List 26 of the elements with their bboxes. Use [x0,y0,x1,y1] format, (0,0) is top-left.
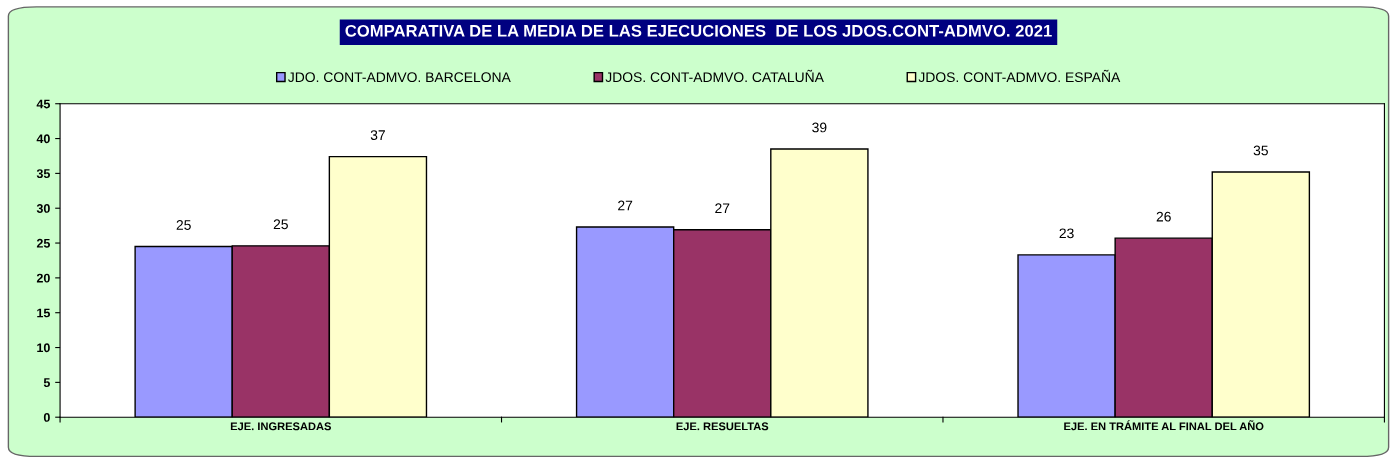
data-label: 35 [1253,145,1268,156]
data-label: 39 [812,122,827,133]
legend-label: JDOS. CONT-ADMVO. ESPAÑA [918,69,1121,83]
data-label: 25 [273,219,288,230]
y-tick-label: 25 [36,238,50,248]
y-tick-label: 30 [36,204,50,213]
data-label: 37 [370,130,385,141]
y-tick-label: 0 [43,413,50,422]
y-tick-label: 20 [36,273,50,283]
data-label: 26 [1156,211,1171,222]
legend-label: JDO. CONT-ADMVO. BARCELONA [288,72,511,83]
x-tick-label: EJE. EN TRÁMITE AL FINAL DEL AÑO [1064,420,1264,431]
data-label: 27 [618,200,633,211]
data-label: 23 [1059,228,1074,239]
y-tick-label: 10 [37,343,50,353]
data-label: 25 [176,220,191,230]
y-tick-label: 15 [37,308,50,318]
legend-label: JDOS. CONT-ADMVO. CATALUÑA [605,69,824,83]
y-tick-label: 5 [43,378,50,388]
x-tick-label: EJE. INGRESADAS [230,422,331,431]
chart-title: COMPARATIVA DE LA MEDIA DE LAS EJECUCIONES DE LOS JDOS.CONT-ADMVO. 2021 [345,24,1052,37]
data-label: 27 [715,203,730,214]
x-tick-label: EJE. RESUELTAS [676,422,769,431]
y-tick-label: 40 [36,134,50,144]
y-tick-label: 35 [36,169,50,179]
y-tick-label: 45 [36,99,50,109]
